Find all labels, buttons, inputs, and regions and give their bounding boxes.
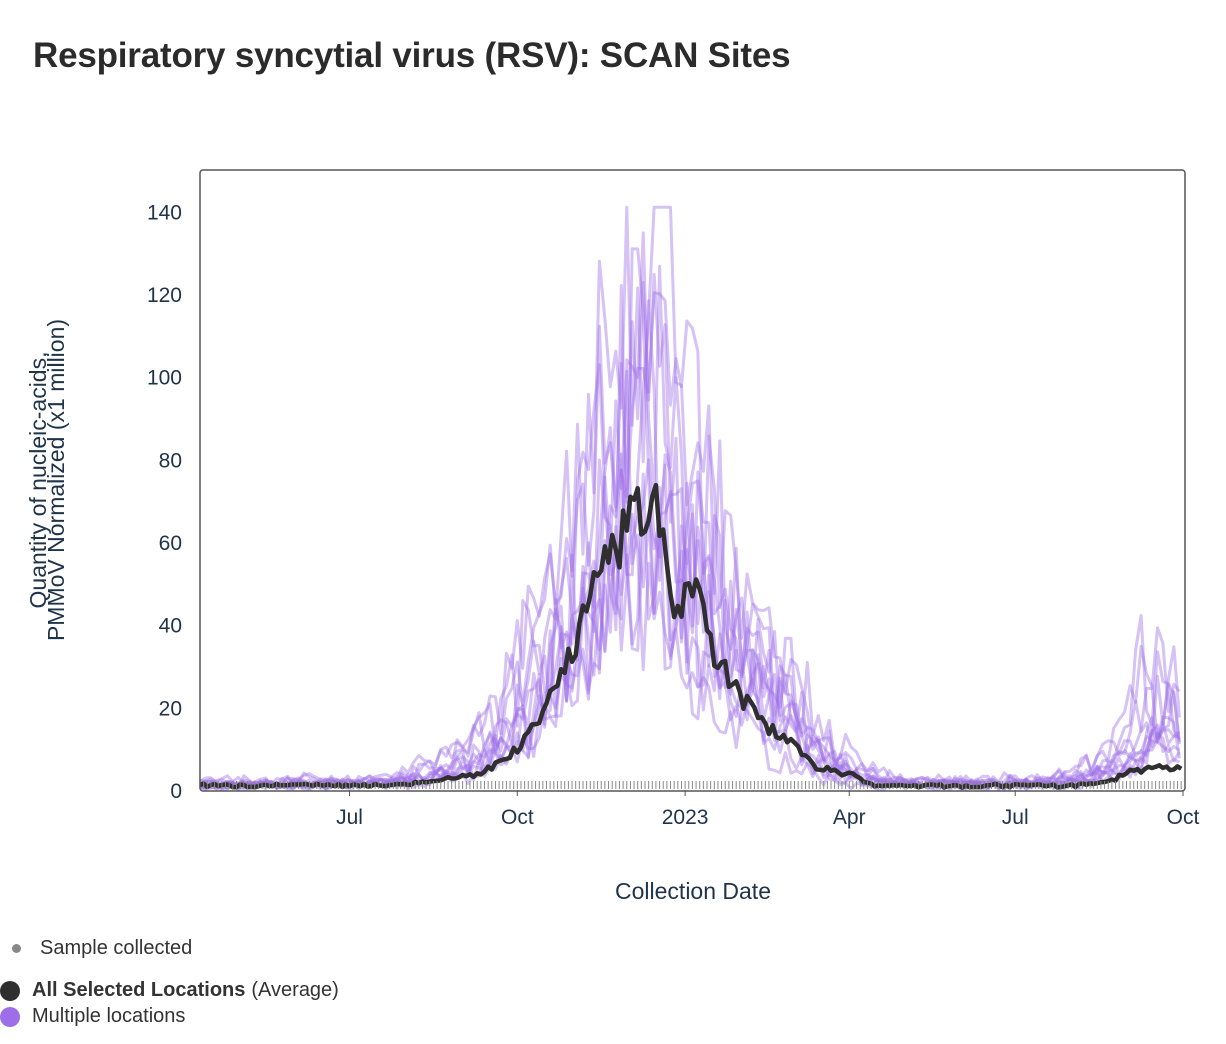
y-tick-label: 60 <box>159 532 182 555</box>
sample-dot-icon <box>12 944 21 953</box>
legend-sample: Sample collected <box>12 937 192 960</box>
y-tick-label: 120 <box>147 284 182 307</box>
y-axis-ticks: 0 20 40 60 80 100 120 140 <box>147 201 182 803</box>
sample-markers <box>199 781 1182 789</box>
average-series-line <box>199 482 1183 790</box>
plot-frame <box>199 169 1186 792</box>
legend-multiple[interactable]: Multiple locations <box>0 1005 185 1028</box>
legend-sample-label: Sample collected <box>40 937 193 959</box>
site-series-line <box>199 205 1181 791</box>
y-axis-label-line-1: Quantity of nucleic-acids, <box>25 352 51 609</box>
y-tick-label: 40 <box>159 615 182 638</box>
x-axis-ticks: Jul Oct 2023 Apr Jul Oct <box>336 790 1199 829</box>
x-tick-label: Jul <box>1002 806 1029 829</box>
site-series-line <box>199 205 1181 790</box>
multiple-dot-icon <box>0 1006 20 1027</box>
x-axis-label: Collection Date <box>615 878 771 904</box>
y-tick-label: 100 <box>147 367 182 390</box>
y-axis-label-line-2: PMMoV Normalized (x1 million) <box>43 319 69 641</box>
legend-multiple-label: Multiple locations <box>32 1005 186 1027</box>
site-lines-group <box>198 205 1181 792</box>
x-tick-label: Oct <box>501 806 534 829</box>
y-tick-label: 80 <box>159 449 182 472</box>
average-line-group <box>199 482 1183 790</box>
average-dot-icon <box>0 980 20 1001</box>
legend-average-suffix: (Average) <box>251 979 339 1001</box>
page-title: Respiratory syncytial virus (RSV): SCAN … <box>33 36 791 75</box>
legend-average[interactable]: All Selected Locations (Average) <box>0 979 339 1002</box>
y-axis-label: Quantity of nucleic-acids, PMMoV Normali… <box>25 319 69 641</box>
y-tick-label: 20 <box>159 697 182 720</box>
x-tick-label: Apr <box>833 806 866 829</box>
x-tick-label: Jul <box>336 806 363 829</box>
x-tick-label: Oct <box>1167 806 1200 829</box>
x-tick-label: 2023 <box>662 806 709 829</box>
legend-average-label: All Selected Locations <box>32 979 246 1001</box>
y-tick-label: 140 <box>147 201 182 224</box>
y-tick-label: 0 <box>170 780 182 803</box>
